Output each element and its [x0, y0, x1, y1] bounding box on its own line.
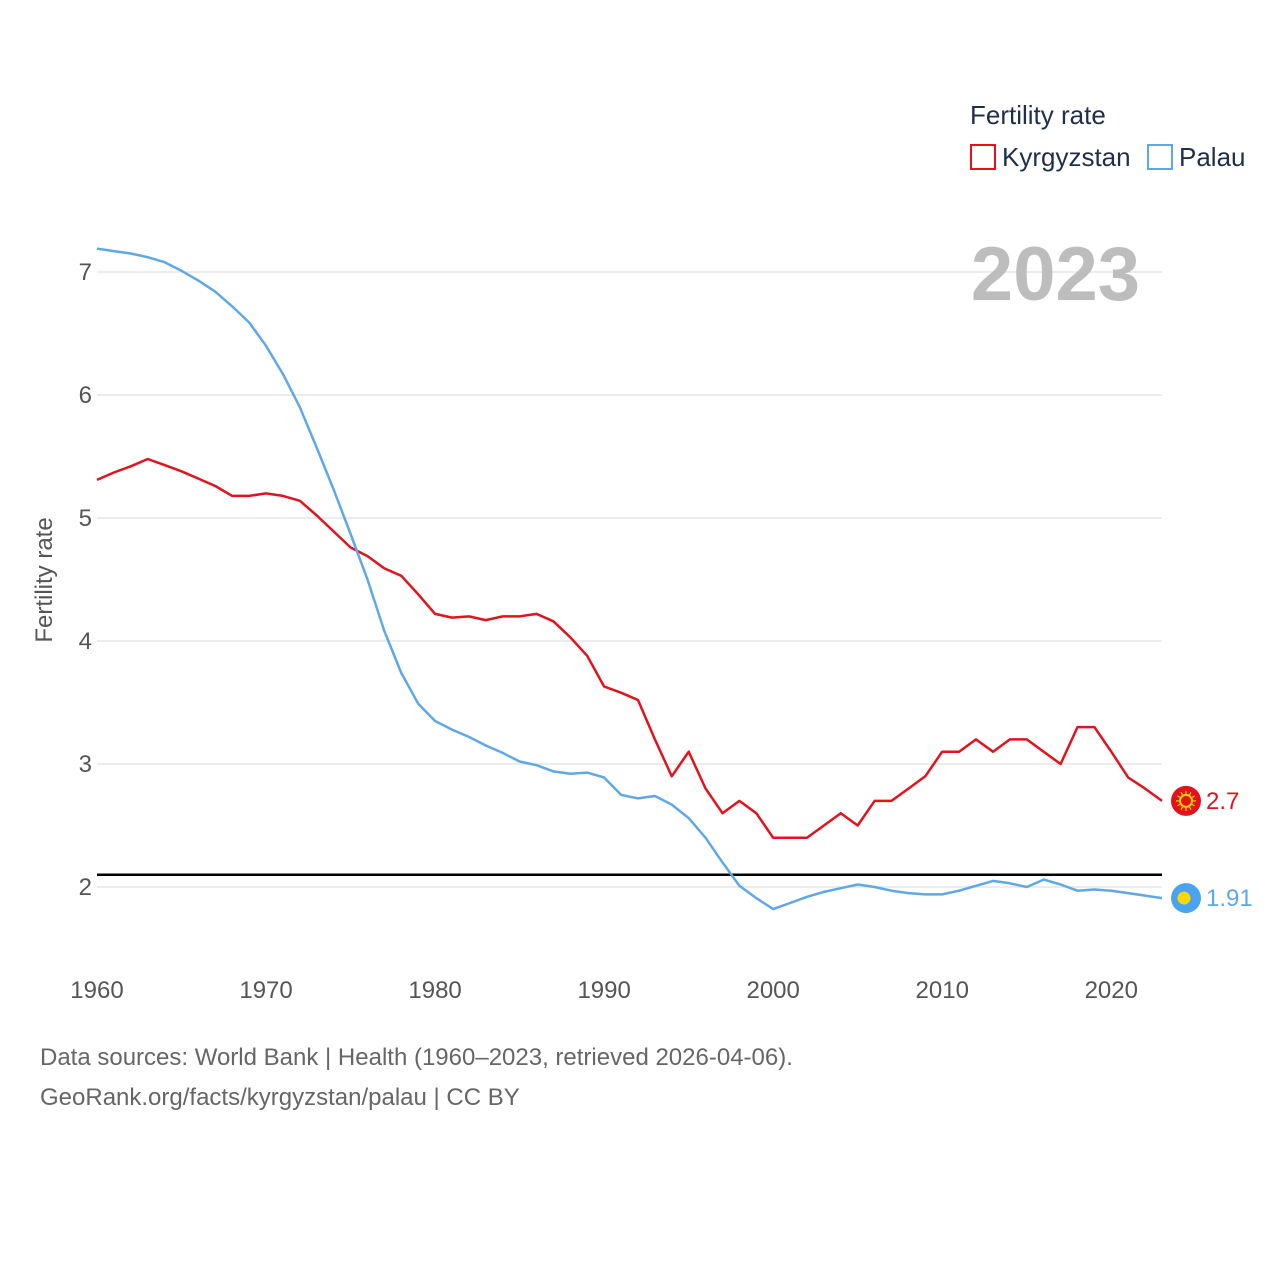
- y-tick-label: 7: [79, 259, 92, 286]
- series-line-palau[interactable]: [96, 247, 1163, 911]
- legend-label-kyrgyzstan[interactable]: Kyrgyzstan: [1002, 142, 1131, 172]
- flag-icon-palau: [1171, 883, 1201, 914]
- x-tick-label: 2010: [916, 977, 969, 1004]
- y-tick-label: 6: [79, 382, 92, 409]
- y-axis-ticks: 2 3 4 5 6 7: [79, 259, 92, 901]
- legend: Fertility rate Kyrgyzstan Palau: [970, 100, 1246, 172]
- y-tick-label: 3: [79, 751, 92, 778]
- y-tick-label: 5: [79, 505, 92, 532]
- x-tick-label: 1960: [70, 977, 123, 1004]
- flag-icon-kyrgyzstan: [1171, 785, 1201, 816]
- y-axis-label: Fertility rate: [31, 517, 58, 642]
- series-line-kyrgyzstan[interactable]: [96, 457, 1163, 840]
- end-label-kyrgyzstan: 2.7: [1206, 788, 1239, 815]
- end-label-palau: 1.91: [1206, 885, 1253, 912]
- x-tick-label: 2020: [1085, 977, 1138, 1004]
- y-tick-label: 2: [79, 874, 92, 901]
- y-tick-label: 4: [79, 628, 92, 655]
- x-tick-label: 2000: [746, 977, 799, 1004]
- legend-swatch-kyrgyzstan[interactable]: [970, 144, 996, 170]
- end-markers: 2.7 1.91: [1171, 785, 1253, 914]
- footer-sources: Data sources: World Bank | Health (1960–…: [40, 1044, 793, 1071]
- footer-attribution: GeoRank.org/facts/kyrgyzstan/palau | CC …: [40, 1084, 520, 1111]
- x-axis-ticks: 1960 1970 1980 1990 2000 2010 2020: [70, 977, 1138, 1004]
- series-lines: [96, 247, 1163, 911]
- year-label: 2023: [971, 232, 1140, 317]
- x-tick-label: 1990: [577, 977, 630, 1004]
- legend-label-palau[interactable]: Palau: [1179, 142, 1246, 172]
- grid-lines: [97, 271, 1162, 888]
- legend-swatch-palau[interactable]: [1147, 144, 1173, 170]
- legend-title: Fertility rate: [970, 100, 1106, 130]
- x-tick-label: 1980: [408, 977, 461, 1004]
- x-tick-label: 1970: [239, 977, 292, 1004]
